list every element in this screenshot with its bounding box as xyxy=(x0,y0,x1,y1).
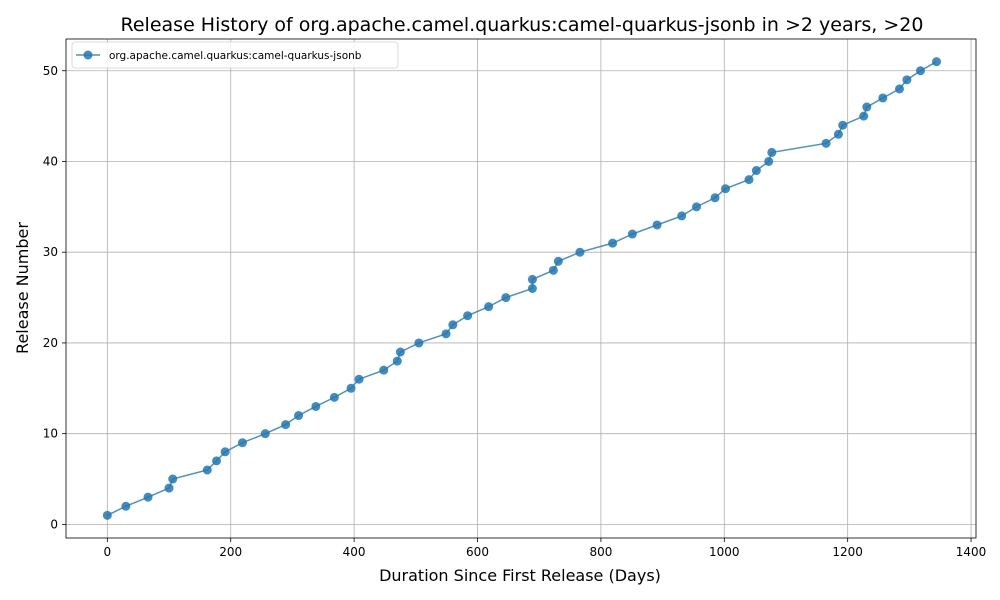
y-tick-label: 30 xyxy=(43,245,58,259)
data-point xyxy=(260,429,270,439)
data-point xyxy=(652,220,662,230)
legend-entry-label: org.apache.camel.quarkus:camel-quarkus-j… xyxy=(109,50,362,62)
series-line xyxy=(107,61,937,516)
legend-marker-sample xyxy=(83,50,93,60)
data-point xyxy=(548,265,558,275)
legend: org.apache.camel.quarkus:camel-quarkus-j… xyxy=(71,41,399,69)
y-tick-label: 40 xyxy=(43,154,58,168)
x-tick-label: 1400 xyxy=(956,545,987,559)
x-tick-label: 0 xyxy=(104,545,112,559)
y-tick-label: 0 xyxy=(50,517,58,531)
y-axis-label: Release Number xyxy=(13,222,32,354)
data-point xyxy=(932,57,942,67)
data-point xyxy=(484,302,494,312)
data-point xyxy=(710,193,720,203)
data-point xyxy=(553,256,563,266)
x-axis-label: Duration Since First Release (Days) xyxy=(379,566,661,585)
data-point xyxy=(463,311,473,321)
data-point xyxy=(329,392,339,402)
x-tick-label: 600 xyxy=(466,545,489,559)
y-tick-label: 50 xyxy=(43,64,58,78)
data-point xyxy=(527,284,537,293)
data-point xyxy=(392,356,402,366)
data-point xyxy=(915,66,925,76)
data-point xyxy=(346,383,356,393)
data-point xyxy=(627,229,637,239)
data-point xyxy=(212,456,222,466)
data-point xyxy=(164,483,174,493)
data-point xyxy=(902,75,912,85)
x-tick-label: 1000 xyxy=(709,545,740,559)
data-point xyxy=(527,274,537,284)
data-point xyxy=(751,166,761,176)
data-point xyxy=(311,401,321,411)
y-tick-label: 20 xyxy=(43,336,58,350)
data-point xyxy=(878,93,888,103)
data-point xyxy=(677,211,687,221)
data-point xyxy=(575,247,585,257)
data-point xyxy=(501,293,511,303)
data-point xyxy=(833,129,843,139)
data-point xyxy=(859,111,869,121)
data-point xyxy=(692,202,702,212)
data-point xyxy=(441,329,451,339)
chart-title: Release History of org.apache.camel.quar… xyxy=(121,14,924,36)
data-point xyxy=(821,138,831,148)
data-point xyxy=(294,411,304,421)
data-point xyxy=(764,156,774,166)
x-tick-label: 1200 xyxy=(832,545,863,559)
data-point xyxy=(168,474,178,484)
axis-ticks: 0 200 400 600 800 1000 1200 1400 0 10 20 30 40 50 xyxy=(43,64,987,559)
data-point xyxy=(862,102,872,112)
data-point xyxy=(121,501,131,511)
data-point xyxy=(767,147,777,157)
x-tick-label: 200 xyxy=(219,545,242,559)
data-point xyxy=(395,347,405,357)
data-point xyxy=(220,447,230,457)
y-tick-label: 10 xyxy=(43,427,58,441)
data-point xyxy=(414,338,424,348)
series-line-group xyxy=(102,57,942,520)
data-point xyxy=(102,510,112,520)
data-point xyxy=(895,84,904,94)
x-tick-label: 800 xyxy=(589,545,612,559)
data-point xyxy=(721,184,731,194)
data-point xyxy=(281,420,291,430)
data-point xyxy=(143,492,153,502)
data-point xyxy=(448,320,458,330)
data-point xyxy=(608,238,618,248)
data-point xyxy=(379,365,389,375)
data-point xyxy=(237,438,247,448)
data-point xyxy=(202,465,212,475)
grid-lines xyxy=(66,39,976,538)
x-tick-label: 400 xyxy=(343,545,366,559)
data-point xyxy=(744,175,754,185)
data-point xyxy=(354,374,364,384)
data-point xyxy=(838,120,848,130)
legend-box xyxy=(71,41,399,69)
plot-frame xyxy=(65,38,977,539)
